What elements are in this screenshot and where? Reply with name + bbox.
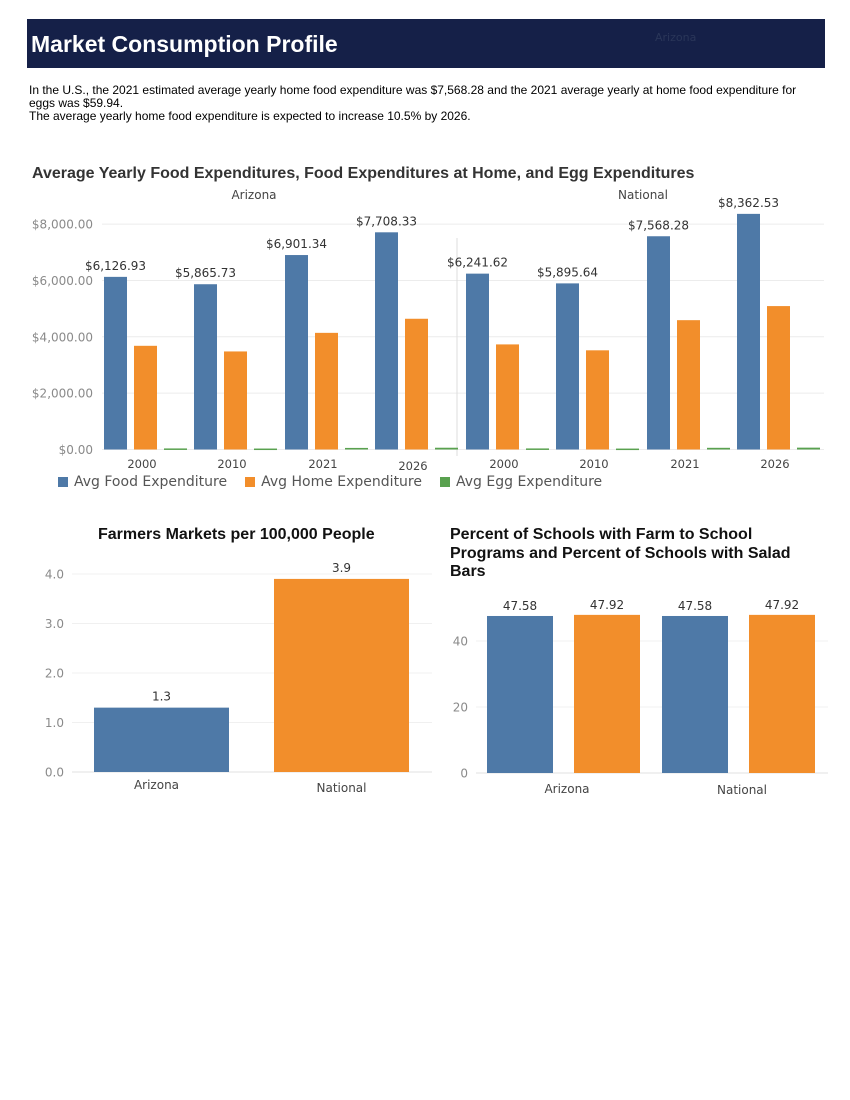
bar bbox=[662, 615, 728, 773]
bar-value-label: $6,241.62 bbox=[447, 256, 508, 270]
bar bbox=[224, 351, 247, 450]
bar bbox=[94, 707, 229, 772]
bar bbox=[707, 447, 730, 450]
bar bbox=[285, 255, 308, 450]
y-tick-label: 40 bbox=[453, 635, 468, 649]
expenditure-legend: Avg Food Expenditure Avg Home Expenditur… bbox=[58, 474, 602, 490]
bar bbox=[616, 448, 639, 451]
summary-line-1: In the U.S., the 2021 estimated average … bbox=[29, 83, 797, 110]
bar-value-label: 47.92 bbox=[590, 598, 624, 612]
y-tick-label: $6,000.00 bbox=[32, 274, 93, 288]
bar bbox=[496, 344, 519, 450]
bar bbox=[487, 615, 553, 773]
legend-item-food: Avg Food Expenditure bbox=[58, 474, 227, 490]
x-tick-label: Arizona bbox=[134, 778, 179, 792]
bar bbox=[164, 448, 187, 450]
bar bbox=[375, 232, 398, 450]
bar bbox=[405, 318, 428, 450]
bar bbox=[254, 448, 277, 451]
x-tick-label: 2021 bbox=[308, 457, 337, 471]
bar bbox=[647, 236, 670, 450]
y-tick-label: $4,000.00 bbox=[32, 330, 93, 344]
legend-label-food: Avg Food Expenditure bbox=[74, 474, 228, 490]
bar-value-label: $5,865.73 bbox=[175, 266, 236, 280]
bar bbox=[104, 276, 127, 450]
bar bbox=[526, 448, 549, 450]
state-label: Arizona bbox=[655, 31, 697, 44]
legend-item-egg: Avg Egg Expenditure bbox=[440, 474, 602, 490]
bar bbox=[134, 345, 157, 450]
legend-label-egg: Avg Egg Expenditure bbox=[456, 474, 603, 490]
bar bbox=[749, 614, 815, 773]
y-tick-label: 2.0 bbox=[45, 666, 64, 680]
bar bbox=[315, 332, 338, 450]
bar bbox=[586, 350, 609, 450]
summary-text: In the U.S., the 2021 estimated average … bbox=[29, 84, 809, 123]
panel-header: Arizona bbox=[231, 188, 276, 202]
bar bbox=[466, 273, 489, 450]
bar-value-label: 47.58 bbox=[678, 599, 712, 613]
bar bbox=[435, 447, 458, 450]
legend-swatch-food bbox=[58, 477, 68, 487]
bar bbox=[274, 578, 409, 772]
x-tick-label: 2000 bbox=[127, 457, 156, 471]
x-tick-label: National bbox=[717, 783, 767, 797]
legend-item-home: Avg Home Expenditure bbox=[245, 474, 422, 490]
bar-value-label: $5,895.64 bbox=[537, 265, 598, 279]
y-tick-label: 20 bbox=[453, 701, 468, 715]
bar-value-label: $6,126.93 bbox=[85, 259, 146, 273]
farmers-markets-chart-title: Farmers Markets per 100,000 People bbox=[98, 526, 375, 543]
bar-value-label: $8,362.53 bbox=[718, 196, 779, 210]
bar bbox=[677, 320, 700, 450]
bar bbox=[345, 447, 368, 450]
bar bbox=[737, 213, 760, 450]
bar-value-label: 47.92 bbox=[765, 598, 799, 612]
x-tick-label: 2026 bbox=[760, 457, 789, 471]
y-tick-label: 1.0 bbox=[45, 716, 64, 730]
y-tick-label: $8,000.00 bbox=[32, 218, 93, 232]
page-title: Market Consumption Profile bbox=[31, 31, 338, 57]
bar-value-label: $7,708.33 bbox=[356, 214, 417, 228]
x-tick-label: 2000 bbox=[489, 457, 518, 471]
bar-value-label: 1.3 bbox=[152, 690, 171, 704]
expenditure-chart-title: Average Yearly Food Expenditures, Food E… bbox=[32, 165, 695, 182]
y-tick-label: 3.0 bbox=[45, 617, 64, 631]
bar-value-label: $7,568.28 bbox=[628, 218, 689, 232]
bar bbox=[194, 284, 217, 450]
bar-value-label: 3.9 bbox=[332, 561, 351, 575]
legend-label-home: Avg Home Expenditure bbox=[261, 474, 422, 490]
x-tick-label: National bbox=[316, 781, 366, 795]
x-tick-label: Arizona bbox=[544, 782, 589, 796]
bar bbox=[574, 614, 640, 773]
schools-chart-title: Percent of Schools with Farm to School P… bbox=[450, 526, 791, 580]
bar bbox=[556, 283, 579, 450]
y-tick-label: 4.0 bbox=[45, 567, 64, 581]
x-tick-label: 2026 bbox=[398, 459, 427, 473]
bar-value-label: $6,901.34 bbox=[266, 237, 327, 251]
header-banner: Market Consumption Profile Arizona bbox=[27, 19, 825, 68]
bar bbox=[767, 306, 790, 450]
bar-value-label: 47.58 bbox=[503, 599, 537, 613]
y-tick-label: $0.00 bbox=[59, 443, 93, 457]
summary-line-2: The average yearly home food expenditure… bbox=[29, 109, 471, 123]
legend-swatch-home bbox=[245, 477, 256, 487]
y-tick-label: 0.0 bbox=[45, 766, 64, 780]
x-tick-label: 2010 bbox=[217, 457, 246, 471]
bar bbox=[797, 447, 820, 450]
y-tick-label: $2,000.00 bbox=[32, 387, 93, 401]
x-tick-label: 2021 bbox=[670, 457, 699, 471]
x-tick-label: 2010 bbox=[579, 457, 608, 471]
y-tick-label: 0 bbox=[460, 767, 468, 781]
panel-header: National bbox=[618, 188, 668, 202]
legend-swatch-egg bbox=[440, 477, 450, 487]
